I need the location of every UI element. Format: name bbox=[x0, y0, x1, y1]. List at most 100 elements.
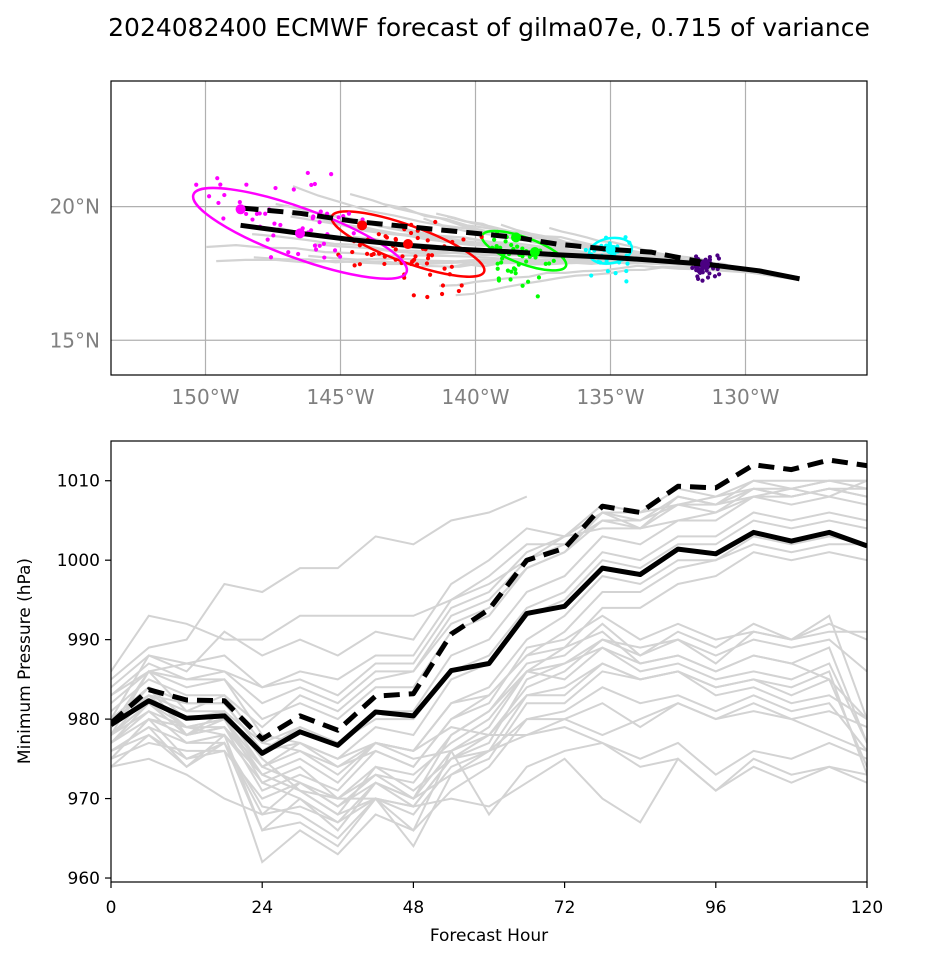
member-position-point bbox=[272, 221, 277, 226]
member-position-point bbox=[194, 182, 199, 187]
member-position-point bbox=[263, 211, 268, 216]
member-position-point bbox=[215, 176, 220, 181]
deterministic-track-line bbox=[240, 205, 706, 266]
member-position-point bbox=[350, 249, 355, 255]
member-position-point bbox=[365, 251, 370, 256]
member-position-point bbox=[254, 211, 260, 216]
member-position-point bbox=[369, 252, 374, 258]
member-position-point bbox=[311, 214, 316, 219]
member-position-point bbox=[411, 293, 416, 298]
group-center-marker bbox=[357, 220, 368, 231]
member-position-point bbox=[433, 219, 438, 225]
member-position-point bbox=[309, 228, 314, 233]
member-position-point bbox=[244, 211, 249, 217]
member-position-point bbox=[296, 251, 301, 257]
member-position-point bbox=[265, 237, 270, 242]
member-position-point bbox=[583, 247, 588, 253]
member-position-point bbox=[513, 267, 518, 272]
map-x-tick-label: 145°W bbox=[307, 385, 375, 409]
ensemble-pressure-line bbox=[111, 495, 528, 681]
member-position-point bbox=[440, 283, 446, 288]
member-position-point bbox=[312, 243, 318, 248]
ensemble-pressure-line bbox=[111, 686, 867, 864]
member-position-point bbox=[535, 294, 540, 299]
member-position-point bbox=[382, 261, 387, 267]
member-position-point bbox=[456, 288, 461, 294]
member-position-point bbox=[337, 254, 343, 259]
member-position-point bbox=[700, 278, 705, 283]
member-position-point bbox=[515, 244, 520, 249]
member-position-point bbox=[305, 170, 310, 176]
member-position-point bbox=[429, 253, 435, 258]
track-map-panel: 150°W 145°W 140°W 135°W 130°W 15°N 20°N bbox=[50, 80, 868, 409]
member-position-point bbox=[442, 266, 447, 271]
member-position-point bbox=[352, 263, 357, 268]
map-x-tick-label: 135°W bbox=[577, 385, 645, 409]
member-position-point bbox=[346, 211, 352, 216]
member-position-point bbox=[216, 200, 221, 206]
member-position-point bbox=[321, 241, 327, 246]
member-position-point bbox=[624, 279, 629, 284]
group-center-marker bbox=[511, 232, 521, 243]
member-position-point bbox=[393, 236, 398, 242]
member-position-point bbox=[271, 233, 276, 238]
y-tick-label: 970 bbox=[68, 790, 100, 810]
ensemble-pressure-line bbox=[111, 701, 867, 816]
ensemble-pressure-line bbox=[111, 479, 867, 729]
member-position-point bbox=[495, 261, 500, 266]
member-position-point bbox=[624, 268, 629, 274]
ensemble-pressure-line bbox=[111, 479, 867, 736]
member-position-point bbox=[495, 266, 500, 271]
map-frame bbox=[110, 80, 868, 376]
member-position-point bbox=[505, 268, 510, 273]
ensemble-pressure-line bbox=[111, 646, 867, 833]
member-position-point bbox=[605, 269, 611, 274]
group-center-marker bbox=[403, 239, 413, 250]
member-position-point bbox=[206, 194, 212, 199]
y-tick-label: 990 bbox=[68, 631, 100, 651]
y-tick-label: 1010 bbox=[57, 472, 100, 492]
member-position-point bbox=[273, 185, 278, 191]
member-position-point bbox=[547, 261, 552, 266]
member-position-point bbox=[329, 172, 334, 177]
pressure-tick-labels: 0 24 48 72 96 120 960 970 980 990 1000 1010 bbox=[57, 472, 883, 918]
group-center-marker bbox=[700, 259, 710, 270]
map-x-tick-label: 150°W bbox=[172, 385, 240, 409]
spread-ellipse bbox=[191, 186, 409, 280]
group-center-marker bbox=[529, 247, 540, 258]
y-tick-label: 960 bbox=[68, 869, 100, 889]
member-position-point bbox=[613, 271, 618, 276]
member-position-point bbox=[503, 239, 508, 244]
member-position-point bbox=[496, 278, 502, 283]
member-position-point bbox=[536, 275, 542, 280]
member-position-point bbox=[424, 261, 430, 266]
group-center-marker bbox=[235, 204, 246, 215]
x-tick-label: 24 bbox=[251, 898, 273, 918]
pressure-plot-frame bbox=[110, 440, 868, 883]
member-position-point bbox=[427, 272, 433, 277]
x-tick-label: 48 bbox=[403, 898, 425, 918]
group-center-marker bbox=[295, 228, 305, 239]
member-position-point bbox=[717, 272, 722, 277]
ensemble-pressure-line bbox=[111, 479, 867, 720]
member-position-point bbox=[449, 264, 454, 269]
member-position-point bbox=[317, 220, 322, 225]
member-position-point bbox=[525, 279, 531, 284]
member-position-point bbox=[699, 269, 704, 274]
member-position-point bbox=[461, 237, 466, 242]
ensemble-pressure-line bbox=[111, 487, 867, 721]
member-position-point bbox=[439, 291, 445, 297]
member-position-point bbox=[715, 253, 720, 258]
map-x-tick-label: 130°W bbox=[712, 385, 780, 409]
member-position-point bbox=[459, 283, 464, 288]
figure-title: 2024082400 ECMWF forecast of gilma07e, 0… bbox=[108, 13, 870, 42]
member-position-point bbox=[425, 256, 431, 261]
member-position-point bbox=[286, 250, 291, 255]
member-position-point bbox=[520, 254, 525, 259]
member-position-point bbox=[341, 213, 346, 219]
map-tick-labels: 150°W 145°W 140°W 135°W 130°W 15°N 20°N bbox=[50, 195, 780, 409]
x-tick-label: 96 bbox=[705, 898, 727, 918]
x-tick-label: 0 bbox=[106, 898, 117, 918]
map-x-tick-label: 140°W bbox=[442, 385, 510, 409]
member-position-point bbox=[408, 230, 414, 236]
